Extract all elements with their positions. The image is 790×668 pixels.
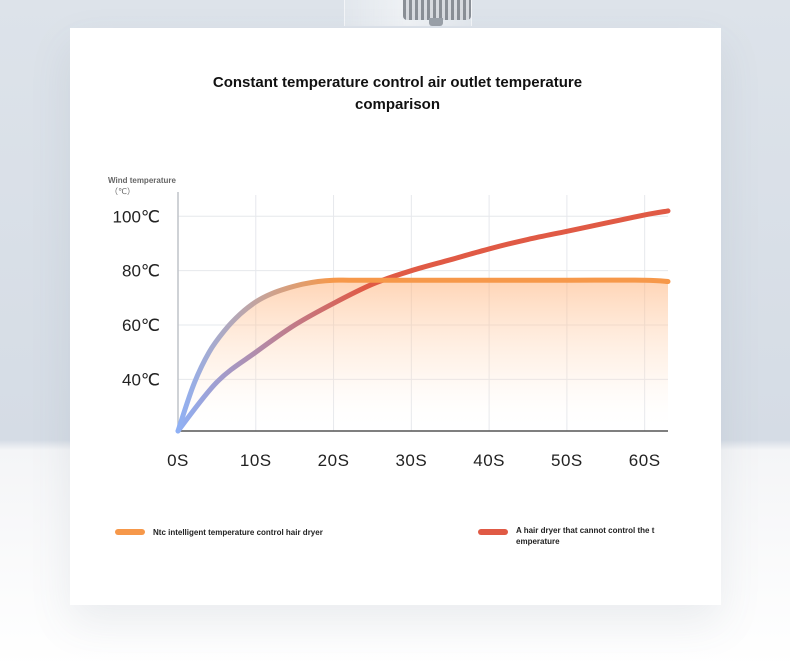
device-grill-image xyxy=(403,0,471,20)
x-tick-label: 50S xyxy=(551,451,583,470)
legend-label-uncontrolled-line-1: A hair dryer that cannot control the t xyxy=(516,526,655,535)
y-axis-label: Wind temperature （℃） xyxy=(108,175,176,197)
series-area-ntc xyxy=(178,280,668,431)
series-line-uncontrolled xyxy=(175,208,671,434)
legend-label-uncontrolled-line-2: emperature xyxy=(516,537,560,546)
x-tick-label: 0S xyxy=(167,451,189,470)
series-line-ntc xyxy=(175,277,671,434)
chart-title: Constant temperature control air outlet … xyxy=(0,72,790,116)
x-tick-label: 20S xyxy=(318,451,350,470)
legend-label-uncontrolled: A hair dryer that cannot control the t e… xyxy=(516,525,654,547)
legend-item-uncontrolled: A hair dryer that cannot control the t e… xyxy=(478,525,654,547)
y-tick-label: 80℃ xyxy=(122,262,160,281)
legend-swatch-uncontrolled xyxy=(478,529,508,535)
y-axis-label-unit: （℃） xyxy=(110,187,135,196)
chart-title-line-2: comparison xyxy=(354,96,441,113)
x-tick-label: 40S xyxy=(473,451,505,470)
device-top-decoration xyxy=(344,0,472,26)
y-tick-label: 60℃ xyxy=(122,316,160,335)
y-axis-label-line-1: Wind temperature xyxy=(108,176,176,185)
legend-swatch-ntc xyxy=(115,529,145,535)
y-tick-label: 40℃ xyxy=(122,370,160,389)
chart-title-line-1: Constant temperature control air outlet … xyxy=(212,74,583,91)
x-tick-label: 60S xyxy=(629,451,661,470)
legend-item-ntc: Ntc intelligent temperature control hair… xyxy=(115,527,323,538)
device-knob-image xyxy=(429,18,443,26)
legend-label-ntc: Ntc intelligent temperature control hair… xyxy=(153,528,323,537)
x-tick-label: 10S xyxy=(240,451,272,470)
y-tick-label: 100℃ xyxy=(113,207,160,226)
x-tick-label: 30S xyxy=(395,451,427,470)
